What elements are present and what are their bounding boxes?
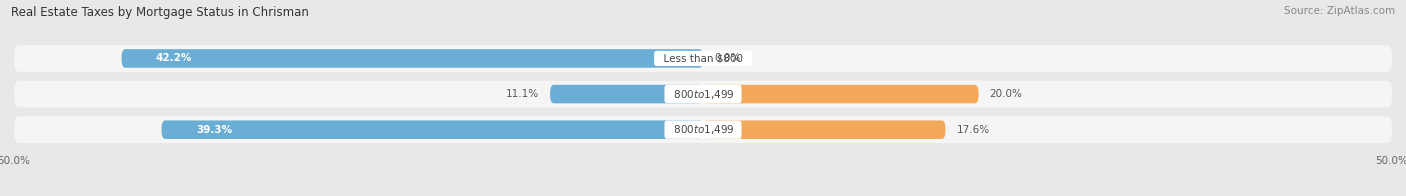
FancyBboxPatch shape [121, 49, 703, 68]
Text: 0.0%: 0.0% [714, 54, 741, 64]
Text: $800 to $1,499: $800 to $1,499 [666, 88, 740, 101]
FancyBboxPatch shape [703, 85, 979, 103]
Text: Source: ZipAtlas.com: Source: ZipAtlas.com [1284, 6, 1395, 16]
FancyBboxPatch shape [550, 85, 703, 103]
Text: Real Estate Taxes by Mortgage Status in Chrisman: Real Estate Taxes by Mortgage Status in … [11, 6, 309, 19]
FancyBboxPatch shape [162, 121, 703, 139]
Text: 11.1%: 11.1% [506, 89, 538, 99]
FancyBboxPatch shape [14, 116, 1392, 143]
FancyBboxPatch shape [14, 45, 1392, 72]
Text: 42.2%: 42.2% [156, 54, 193, 64]
FancyBboxPatch shape [14, 81, 1392, 107]
Text: 17.6%: 17.6% [956, 125, 990, 135]
Text: $800 to $1,499: $800 to $1,499 [666, 123, 740, 136]
FancyBboxPatch shape [703, 121, 945, 139]
Legend: Without Mortgage, With Mortgage: Without Mortgage, With Mortgage [596, 194, 810, 196]
Text: Less than $800: Less than $800 [657, 54, 749, 64]
Text: 20.0%: 20.0% [990, 89, 1022, 99]
Text: 39.3%: 39.3% [195, 125, 232, 135]
